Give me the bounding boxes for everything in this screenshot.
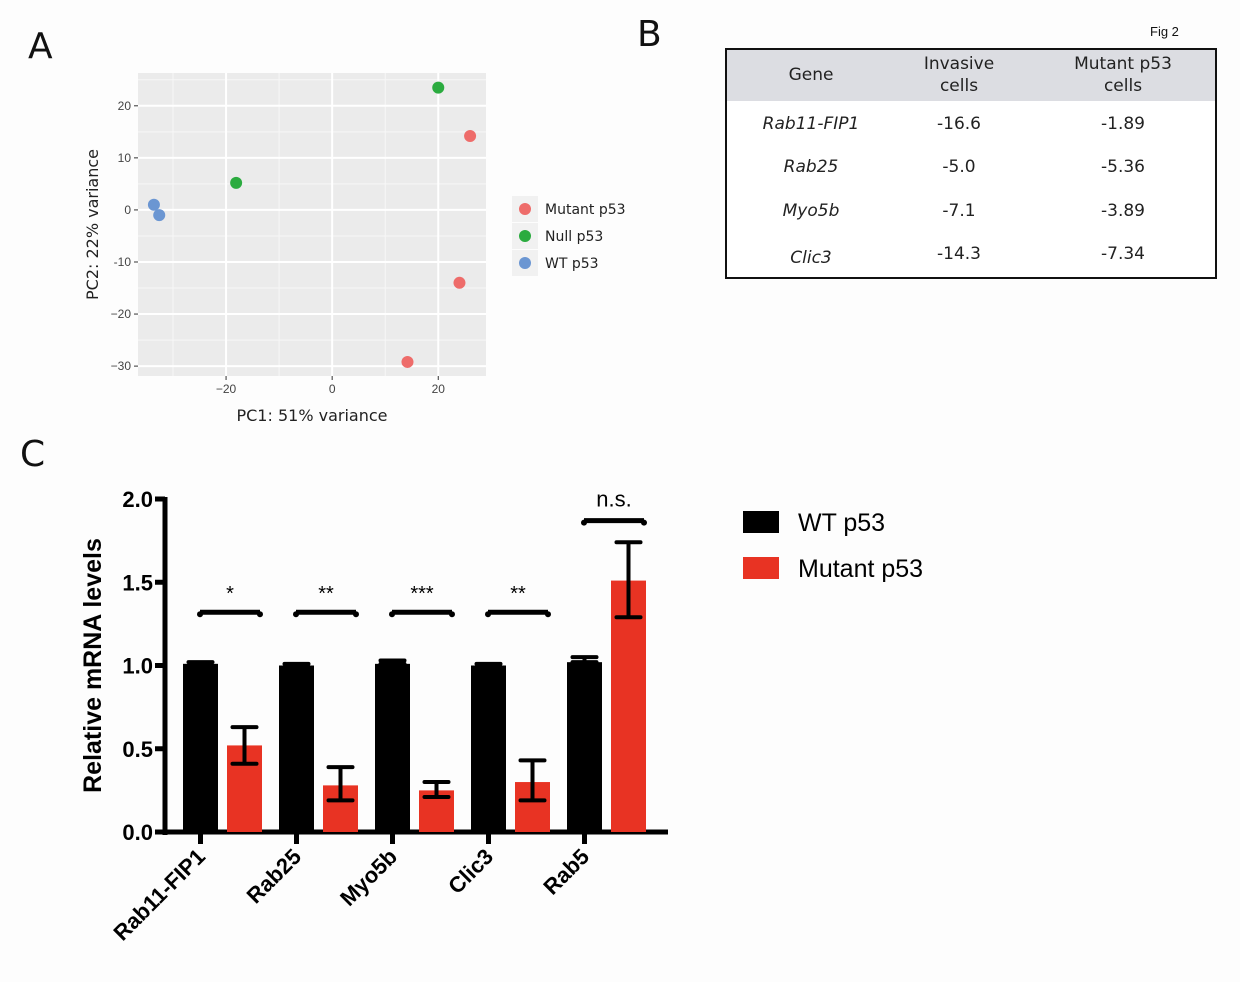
- panel-label-c: C: [20, 434, 46, 475]
- table-value-cell: -5.36: [1101, 157, 1145, 177]
- legend-label: Mutant p53: [545, 202, 626, 218]
- significance-label: n.s.: [596, 487, 631, 512]
- legend-marker-null: [519, 230, 531, 242]
- y-axis-label: Relative mRNA levels: [79, 538, 107, 793]
- y-tick-label: −30: [111, 359, 132, 373]
- y-tick-label: 20: [118, 99, 132, 113]
- table-value-cell: -14.3: [937, 244, 981, 264]
- legend-label: WT p53: [798, 509, 885, 537]
- table-value-cell: -5.0: [942, 157, 976, 177]
- legend-label: Null p53: [545, 229, 603, 245]
- table-gene-cell: Clic3: [790, 248, 832, 268]
- data-point-wt: [147, 198, 160, 211]
- bracket-end: [545, 611, 551, 618]
- table-header-cell: cells: [1103, 76, 1143, 96]
- x-tick-label: −20: [216, 382, 237, 396]
- table-value-cell: -16.6: [937, 114, 981, 134]
- bracket-end: [485, 611, 491, 618]
- bar-wt: [471, 665, 506, 832]
- significance-label: **: [510, 583, 526, 605]
- legend-marker-mutant: [519, 203, 531, 215]
- x-tick-label: Rab11-FIP1: [108, 844, 210, 946]
- data-point-null: [230, 176, 243, 189]
- bracket-end: [581, 519, 587, 526]
- plot-background: [138, 73, 486, 376]
- x-tick-label: Rab25: [242, 844, 306, 908]
- table-header: [727, 50, 1215, 101]
- bar-wt: [375, 663, 410, 832]
- data-point-mutant: [401, 355, 414, 368]
- bracket-end: [641, 519, 647, 526]
- legend-marker-wt: [519, 257, 531, 269]
- y-tick-label: 1.5: [122, 570, 153, 595]
- data-point-mutant: [464, 129, 477, 142]
- x-tick-label: Rab5: [538, 844, 594, 900]
- table-value-cell: -1.89: [1101, 114, 1145, 134]
- table-gene-cell: Myo5b: [782, 201, 840, 221]
- table-header-cell: cells: [939, 76, 979, 96]
- gene-fold-change-table: Gene Invasive cells Mutant p53 cells Rab11-FI…: [725, 48, 1217, 279]
- significance-label: *: [226, 583, 234, 605]
- bar-wt: [567, 662, 602, 832]
- table-gene-cell: Rab25: [783, 157, 839, 177]
- bracket-end: [353, 611, 359, 618]
- x-tick-label: 20: [432, 382, 446, 396]
- bar-mutant: [611, 580, 646, 832]
- bracket-end: [293, 611, 299, 618]
- table-value-cell: -7.34: [1101, 244, 1145, 264]
- data-point-mutant: [453, 276, 466, 289]
- x-tick-label: Clic3: [443, 844, 498, 899]
- table-value-cell: -3.89: [1101, 201, 1145, 221]
- bar-wt: [183, 663, 218, 832]
- legend-label: Mutant p53: [798, 555, 923, 583]
- table-header-cell: Gene: [788, 65, 834, 85]
- y-tick-label: 10: [118, 151, 132, 165]
- legend-swatch-wt: [743, 511, 779, 533]
- table-header-cell: Mutant p53: [1074, 54, 1172, 74]
- table-header-cell: Invasive: [923, 54, 995, 74]
- bracket-end: [257, 611, 263, 618]
- y-tick-label: −20: [111, 307, 132, 321]
- data-point-wt: [153, 209, 166, 222]
- data-point-null: [432, 81, 445, 94]
- y-tick-label: 2.0: [122, 487, 153, 512]
- panel-label-b: B: [637, 14, 662, 55]
- y-tick-label: 0.5: [122, 737, 153, 762]
- y-tick-label: 0.0: [122, 820, 153, 845]
- panel-label-a: A: [28, 26, 53, 67]
- y-tick-label: 1.0: [122, 654, 153, 679]
- y-axis-label: PC2: 22% variance: [83, 149, 102, 300]
- bracket-end: [389, 611, 395, 618]
- y-tick-label: 0: [124, 203, 131, 217]
- x-tick-label: Myo5b: [335, 844, 402, 911]
- x-axis-label: PC1: 51% variance: [236, 406, 387, 425]
- figure-label: Fig 2: [1150, 24, 1179, 39]
- table-value-cell: -7.1: [942, 201, 976, 221]
- significance-label: ***: [410, 583, 434, 605]
- table-gene-cell: Rab11-FIP1: [762, 114, 860, 134]
- legend-swatch-mutant: [743, 557, 779, 579]
- bar-wt: [279, 665, 314, 832]
- significance-label: **: [318, 583, 334, 605]
- legend-label: WT p53: [545, 256, 599, 272]
- bracket-end: [449, 611, 455, 618]
- x-tick-label: 0: [329, 382, 336, 396]
- bracket-end: [197, 611, 203, 618]
- y-tick-label: -10: [114, 255, 132, 269]
